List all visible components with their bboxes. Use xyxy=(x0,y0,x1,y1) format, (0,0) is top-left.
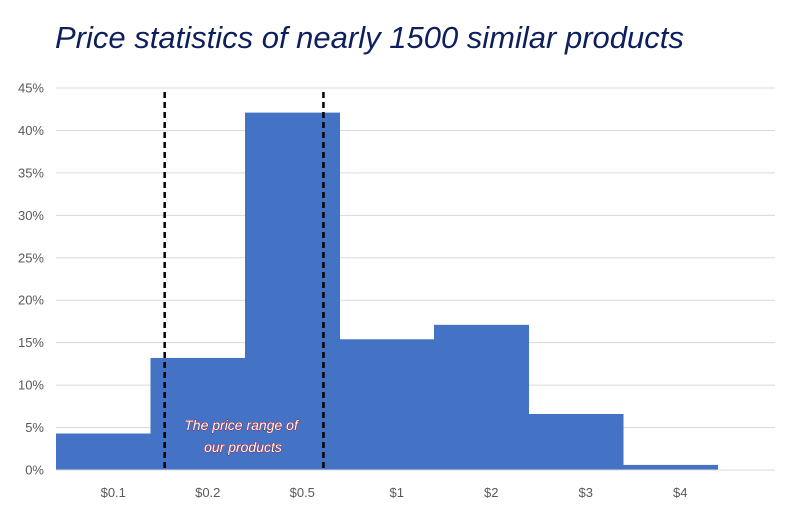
y-tick-label: 25% xyxy=(18,250,44,265)
y-tick-label: 45% xyxy=(18,81,44,96)
x-tick-label: $0.5 xyxy=(290,485,315,500)
y-tick-label: 10% xyxy=(18,378,44,393)
annotation-line-2: our products xyxy=(204,439,282,455)
x-tick-label: $1 xyxy=(390,485,404,500)
x-tick-label: $2 xyxy=(484,485,498,500)
bars xyxy=(56,112,718,471)
bar xyxy=(434,324,529,470)
bar xyxy=(56,433,151,470)
y-tick-label: 0% xyxy=(25,463,44,478)
y-tick-label: 35% xyxy=(18,165,44,180)
y-tick-label: 40% xyxy=(18,123,44,138)
x-tick-label: $3 xyxy=(579,485,593,500)
x-tick-label: $4 xyxy=(673,485,687,500)
x-axis-ticks: $0.1 $0.2 $0.5 $1 $2 $3 $4 xyxy=(101,485,688,500)
y-axis-ticks: 0% 5% 10% 15% 20% 25% 30% 35% 40% 45% xyxy=(18,81,44,478)
bar xyxy=(339,339,435,470)
bar xyxy=(150,357,246,470)
y-tick-label: 15% xyxy=(18,335,44,350)
y-tick-label: 30% xyxy=(18,208,44,223)
bar xyxy=(623,464,718,470)
y-tick-label: 5% xyxy=(25,420,44,435)
x-tick-label: $0.2 xyxy=(195,485,220,500)
y-tick-label: 20% xyxy=(18,293,44,308)
price-range-annotation: The price range of our products xyxy=(184,417,302,455)
x-tick-label: $0.1 xyxy=(101,485,126,500)
annotation-line-1: The price range of xyxy=(184,417,300,433)
price-range-lines xyxy=(163,92,325,472)
bar xyxy=(528,413,624,470)
chart-title: Price statistics of nearly 1500 similar … xyxy=(55,20,684,55)
